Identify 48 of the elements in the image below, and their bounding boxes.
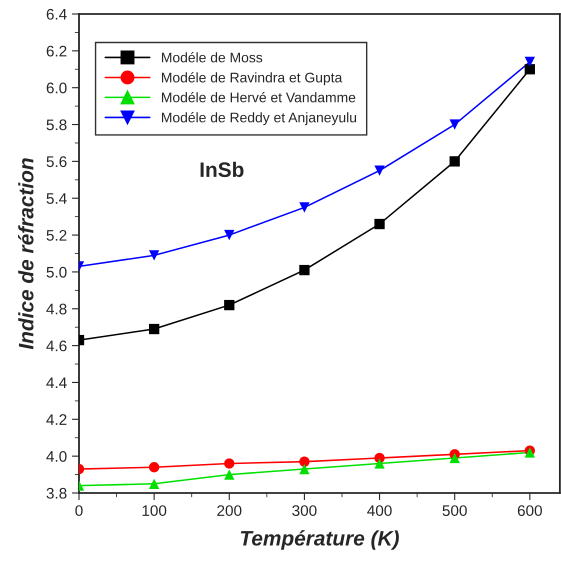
point — [224, 458, 234, 469]
point — [299, 456, 310, 467]
y-tick-label: 6.2 — [46, 46, 66, 57]
legend-label: Modéle de Moss — [162, 52, 262, 62]
x-tick-label: 100 — [142, 505, 166, 516]
x-tick-label: 600 — [518, 505, 542, 516]
point — [224, 230, 234, 240]
point — [524, 64, 535, 74]
y-tick-label: 5.6 — [46, 156, 67, 168]
point — [148, 250, 160, 260]
point — [148, 478, 160, 489]
legend-label: Modéle de Ravindra et Gupta — [162, 72, 342, 86]
y-tick-label: 6.0 — [46, 82, 67, 94]
x-tick-label: 300 — [292, 505, 317, 516]
y-tick-label: 5.2 — [46, 230, 66, 241]
x-tick-label: 0 — [75, 505, 83, 516]
point — [224, 469, 234, 480]
point — [374, 458, 385, 469]
y-tick-label: 4.2 — [46, 414, 66, 425]
y-tick-label: 5.8 — [46, 119, 67, 130]
point — [224, 300, 234, 310]
point — [299, 264, 310, 276]
point — [374, 165, 385, 176]
point — [299, 202, 310, 213]
point — [299, 464, 310, 474]
y-axis-title: Indice de réfraction — [18, 158, 34, 350]
y-tick-label: 4.6 — [46, 340, 67, 352]
point — [148, 462, 160, 472]
x-tick-label: 500 — [442, 505, 467, 516]
y-tick-label: 4.4 — [46, 377, 67, 388]
x-tick-label: 200 — [217, 505, 242, 516]
point — [450, 452, 460, 464]
point — [374, 218, 385, 230]
x-axis-title: Température (K) — [240, 530, 399, 550]
x-tick-label: 400 — [367, 505, 392, 516]
point — [524, 56, 535, 68]
point — [148, 324, 160, 334]
y-tick-label: 5.4 — [46, 193, 67, 204]
y-tick-label: 3.8 — [46, 488, 67, 499]
point — [450, 119, 460, 130]
legend-label: Modéle de Hervé et Vandamme — [162, 92, 356, 102]
legend-label: Modéle de Reddy et Anjaneyulu — [162, 112, 356, 126]
y-tick-label: 6.4 — [46, 8, 67, 20]
point — [450, 156, 460, 167]
y-tick-label: 4.0 — [46, 451, 67, 462]
y-tick-label: 5.0 — [46, 266, 67, 278]
y-tick-label: 4.8 — [46, 304, 67, 314]
annotation: InSb — [200, 162, 244, 178]
